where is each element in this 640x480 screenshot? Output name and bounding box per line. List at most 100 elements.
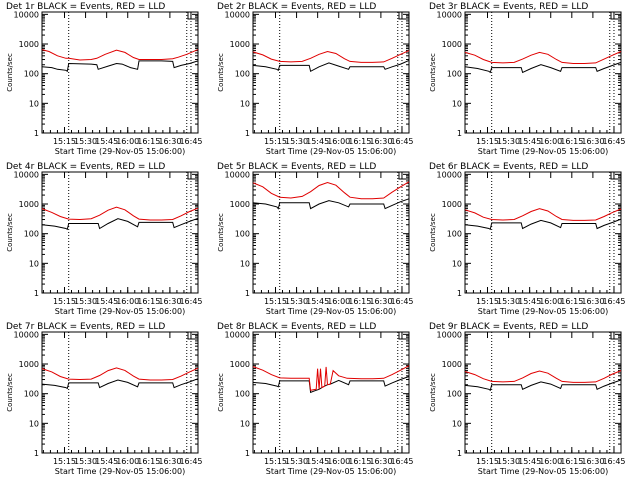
- x-tick-label: 15:15: [53, 297, 76, 306]
- y-tick-label: 10: [240, 99, 250, 108]
- x-axis-label: Start Time (29-Nov-05 15:06:00): [266, 147, 396, 156]
- lld-series-line: [41, 49, 199, 61]
- x-tick-label: 15:30: [497, 137, 520, 146]
- x-tick-label: 16:15: [348, 137, 371, 146]
- x-tick-label: 15:30: [285, 297, 308, 306]
- plot-frame: [41, 11, 199, 134]
- plot-frame: [464, 11, 622, 134]
- y-tick-label: 1: [457, 289, 462, 298]
- y-tick-label: 10000: [437, 170, 462, 179]
- x-axis-label: Start Time (29-Nov-05 15:06:00): [55, 147, 185, 156]
- chart-title: Det 8r BLACK = Events, RED = LLD: [217, 322, 376, 332]
- y-tick-label: 1000: [19, 40, 39, 49]
- x-tick-label: 16:45: [602, 457, 625, 466]
- corner-marker: [187, 12, 198, 20]
- plot-frame: [41, 171, 199, 294]
- y-tick-label: 10000: [225, 330, 250, 339]
- x-tick-label: 15:15: [476, 137, 499, 146]
- lld-series-line: [252, 365, 410, 391]
- plot-frame: [252, 171, 410, 294]
- x-tick-label: 16:45: [179, 457, 202, 466]
- x-tick-label: 15:30: [74, 457, 97, 466]
- y-tick-label: 10000: [437, 10, 462, 19]
- corner-marker: [398, 332, 409, 340]
- events-series-line: [41, 217, 199, 231]
- y-tick-label: 1: [245, 129, 250, 138]
- y-tick-label: 10: [452, 99, 462, 108]
- y-tick-label: 10000: [225, 10, 250, 19]
- x-tick-label: 15:15: [476, 457, 499, 466]
- lld-series-line: [464, 370, 622, 383]
- x-tick-label: 15:30: [285, 457, 308, 466]
- x-tick-label: 15:30: [74, 137, 97, 146]
- y-tick-label: 10: [452, 259, 462, 268]
- x-tick-label: 15:30: [497, 297, 520, 306]
- y-tick-label: 1: [245, 289, 250, 298]
- y-tick-label: 100: [447, 390, 462, 399]
- y-axis-label: Counts/sec: [6, 53, 14, 92]
- chart-panel-7: 1 10 100 1000 10000 15:1515:3015:4516:0016:15…: [6, 322, 203, 476]
- x-tick-label: 16:30: [581, 457, 604, 466]
- events-series-line: [464, 218, 622, 231]
- y-axis-label: Counts/sec: [6, 213, 14, 252]
- x-tick-label: 16:30: [369, 297, 392, 306]
- y-tick-label: 1: [34, 289, 39, 298]
- x-tick-label: 15:45: [518, 297, 541, 306]
- y-tick-label: 1: [457, 129, 462, 138]
- x-tick-label: 16:15: [560, 137, 583, 146]
- corner-marker: [610, 12, 621, 20]
- y-axis-label: Counts/sec: [217, 213, 225, 252]
- y-tick-label: 10: [240, 259, 250, 268]
- x-tick-label: 16:45: [179, 137, 202, 146]
- corner-marker: [187, 332, 198, 340]
- y-tick-label: 1000: [230, 40, 250, 49]
- x-tick-label: 16:45: [179, 297, 202, 306]
- x-tick-label: 15:15: [53, 137, 76, 146]
- x-tick-label: 16:00: [116, 297, 139, 306]
- chart-title: Det 7r BLACK = Events, RED = LLD: [6, 322, 165, 332]
- x-tick-label: 15:45: [95, 137, 118, 146]
- y-tick-label: 10: [29, 259, 39, 268]
- x-tick-label: 16:45: [390, 457, 413, 466]
- y-tick-label: 100: [24, 390, 39, 399]
- lld-series-line: [464, 51, 622, 64]
- x-tick-label: 16:30: [158, 137, 181, 146]
- events-series-line: [252, 59, 410, 73]
- x-tick-label: 16:30: [158, 297, 181, 306]
- y-tick-label: 100: [235, 390, 250, 399]
- plot-frame: [252, 331, 410, 454]
- lld-series-line: [252, 181, 410, 200]
- x-tick-label: 16:30: [581, 297, 604, 306]
- y-tick-label: 100: [447, 70, 462, 79]
- y-axis-label: Counts/sec: [217, 53, 225, 92]
- plot-frame: [464, 171, 622, 294]
- x-tick-label: 16:15: [560, 297, 583, 306]
- x-tick-label: 15:15: [476, 297, 499, 306]
- y-tick-label: 1: [34, 129, 39, 138]
- y-tick-label: 10: [29, 99, 39, 108]
- x-tick-label: 15:15: [264, 297, 287, 306]
- x-tick-label: 15:45: [306, 457, 329, 466]
- x-tick-label: 16:15: [348, 297, 371, 306]
- x-tick-label: 15:45: [95, 457, 118, 466]
- y-tick-label: 10000: [225, 170, 250, 179]
- x-tick-label: 16:45: [390, 297, 413, 306]
- y-tick-label: 10000: [437, 330, 462, 339]
- y-tick-label: 1000: [19, 200, 39, 209]
- x-tick-label: 16:30: [369, 137, 392, 146]
- corner-marker: [398, 12, 409, 20]
- plot-frame: [252, 11, 410, 134]
- x-tick-label: 16:15: [137, 457, 160, 466]
- x-axis-label: Start Time (29-Nov-05 15:06:00): [55, 467, 185, 476]
- x-tick-label: 16:15: [348, 457, 371, 466]
- y-tick-label: 1: [34, 449, 39, 458]
- x-tick-label: 15:45: [518, 457, 541, 466]
- chart-panel-4: 1 10 100 1000 10000 15:1515:3015:4516:0016:15…: [6, 162, 203, 316]
- x-tick-label: 15:45: [518, 137, 541, 146]
- corner-marker: [187, 172, 198, 180]
- y-tick-label: 1: [457, 449, 462, 458]
- chart-panel-9: 1 10 100 1000 10000 15:1515:3015:4516:0016:15…: [429, 322, 626, 476]
- x-axis-label: Start Time (29-Nov-05 15:06:00): [55, 307, 185, 316]
- y-tick-label: 1000: [442, 40, 462, 49]
- lld-series-line: [252, 50, 410, 63]
